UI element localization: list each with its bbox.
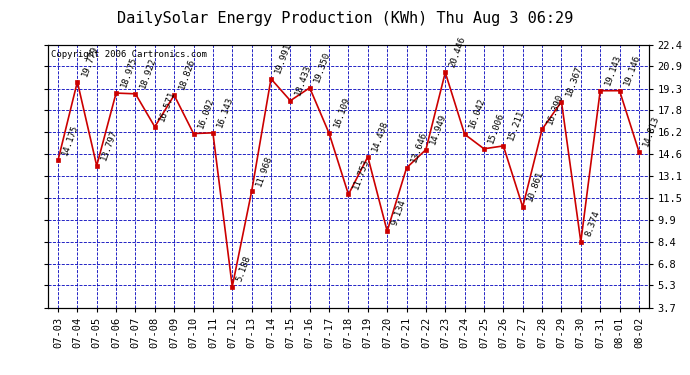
Text: 16.109: 16.109 [332,96,351,129]
Text: 16.092: 16.092 [197,96,216,129]
Text: 14.175: 14.175 [61,123,80,156]
Text: DailySolar Energy Production (KWh) Thu Aug 3 06:29: DailySolar Energy Production (KWh) Thu A… [117,11,573,26]
Text: 8.374: 8.374 [584,209,601,238]
Text: 13.646: 13.646 [409,130,428,164]
Text: 18.367: 18.367 [564,64,584,98]
Text: 16.143: 16.143 [216,95,235,129]
Text: 18.433: 18.433 [293,63,313,96]
Text: 19.146: 19.146 [622,53,642,87]
Text: 15.006: 15.006 [486,111,506,145]
Text: 19.143: 19.143 [603,53,622,87]
Text: 13.797: 13.797 [99,128,119,162]
Text: 15.211: 15.211 [506,108,526,142]
Text: 18.922: 18.922 [138,56,158,90]
Text: 18.975: 18.975 [119,56,138,89]
Text: 14.813: 14.813 [642,114,661,147]
Text: 19.991: 19.991 [274,41,293,75]
Text: 5.188: 5.188 [235,254,253,282]
Text: 20.446: 20.446 [448,35,468,68]
Text: 14.949: 14.949 [428,112,448,146]
Text: 14.438: 14.438 [371,119,390,153]
Text: 19.779: 19.779 [80,44,99,78]
Text: 11.753: 11.753 [351,157,371,190]
Text: 10.861: 10.861 [526,170,545,203]
Text: 11.968: 11.968 [255,154,274,187]
Text: 16.390: 16.390 [545,92,564,125]
Text: 16.042: 16.042 [467,97,487,130]
Text: 9.134: 9.134 [390,199,408,227]
Text: 16.571: 16.571 [157,89,177,123]
Text: Copyright 2006 Cartronics.com: Copyright 2006 Cartronics.com [51,50,207,59]
Text: 18.826: 18.826 [177,58,197,91]
Text: 19.350: 19.350 [313,50,332,84]
